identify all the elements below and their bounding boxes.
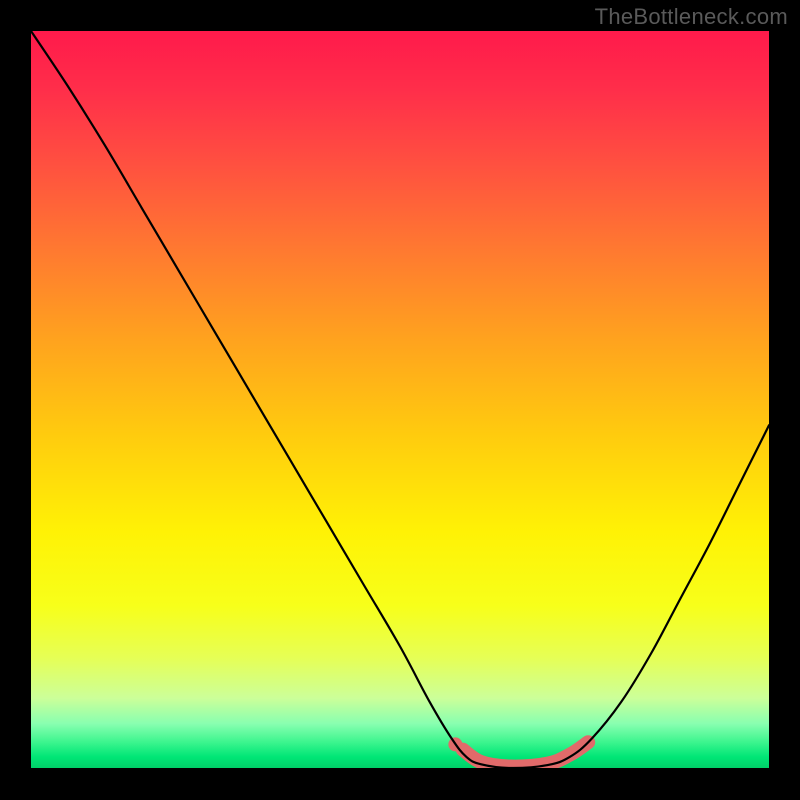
bottleneck-curve-chart [0, 0, 800, 800]
watermark-text: TheBottleneck.com [595, 4, 788, 30]
gradient-background [31, 31, 769, 768]
chart-container: TheBottleneck.com [0, 0, 800, 800]
